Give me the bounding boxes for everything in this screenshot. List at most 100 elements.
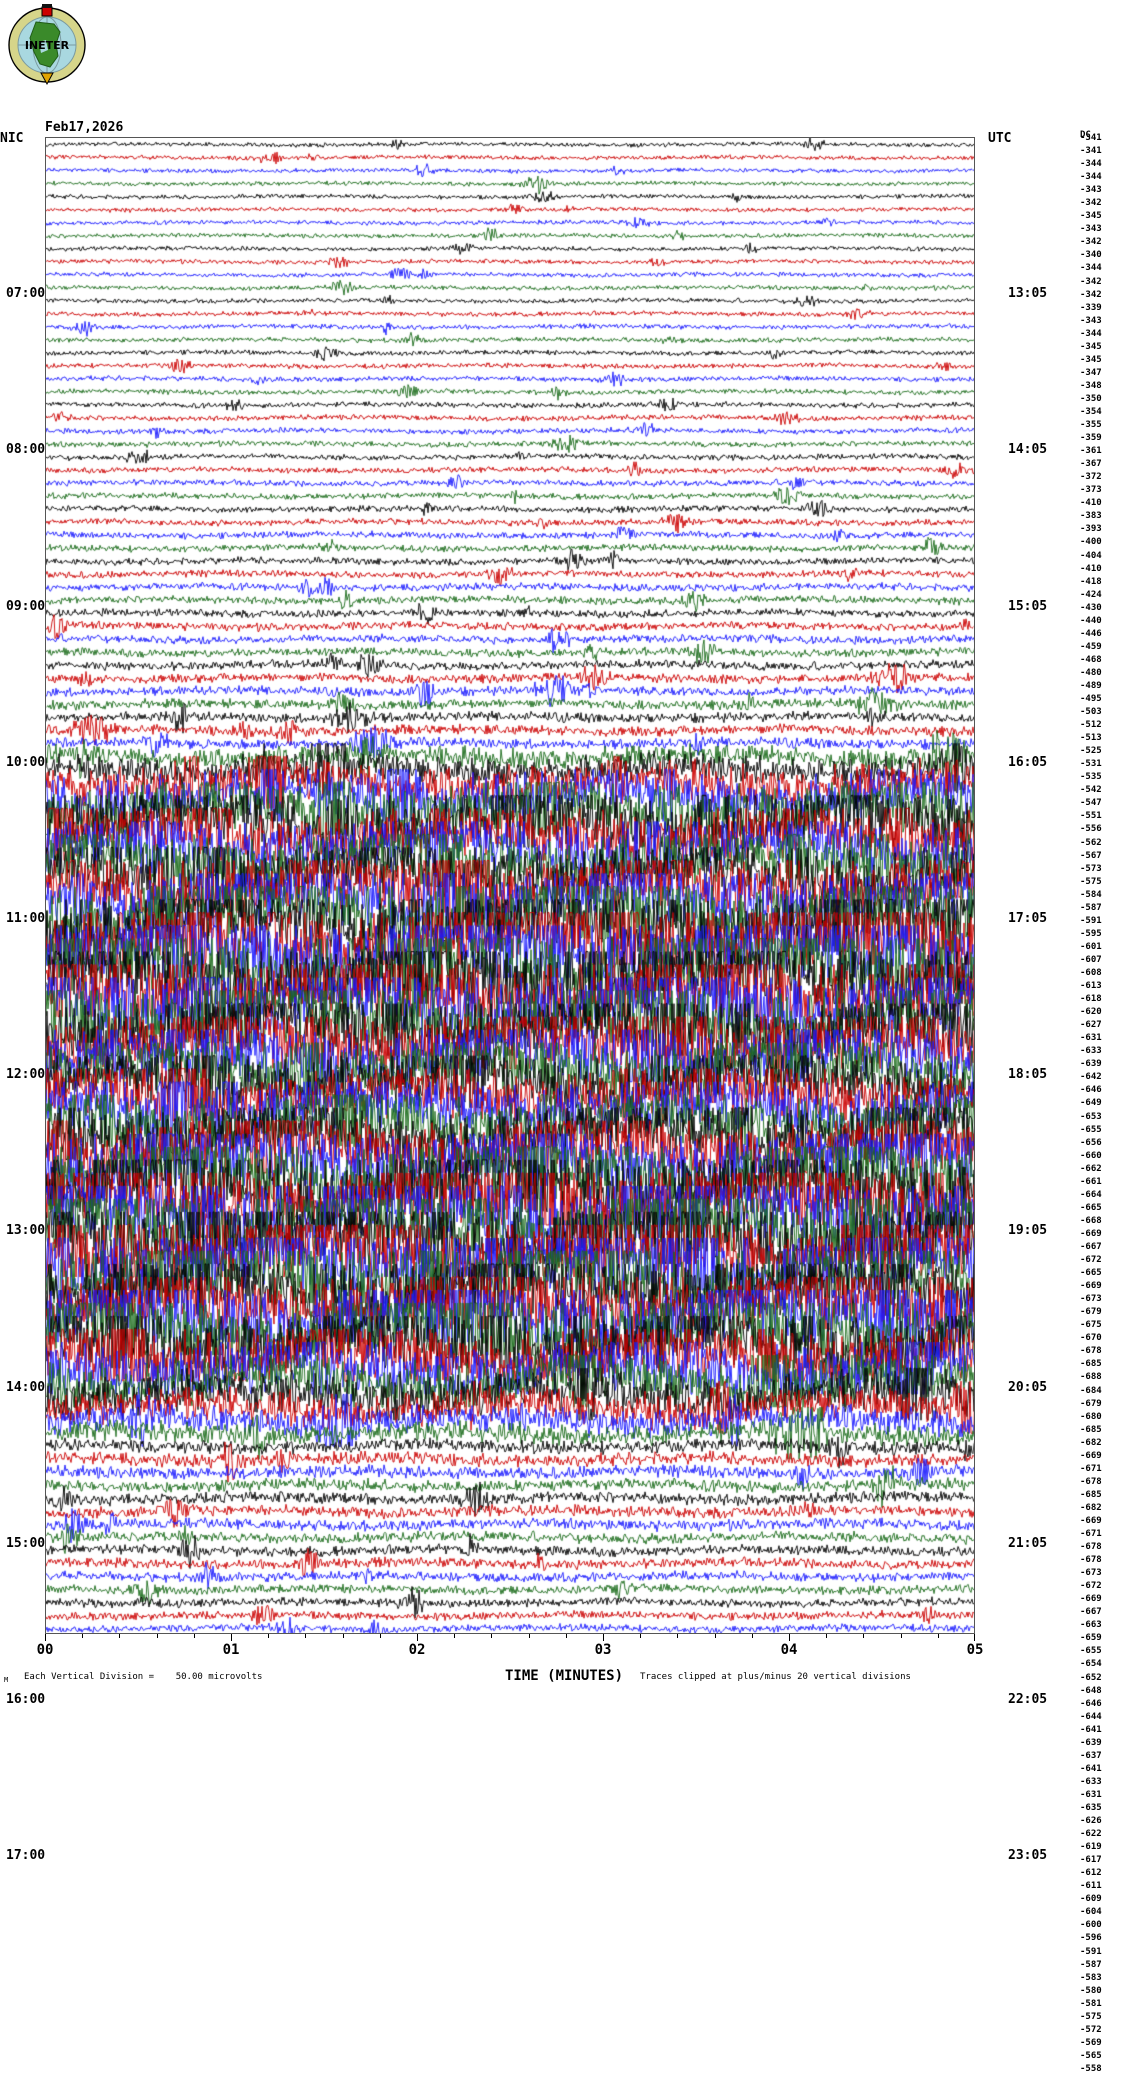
dc-offset-value: -535 (1080, 772, 1102, 783)
dc-offset-value: -631 (1080, 1789, 1102, 1800)
dc-offset-value: -531 (1080, 759, 1102, 770)
dc-offset-value: -513 (1080, 733, 1102, 744)
dc-offset-value: -667 (1080, 1241, 1102, 1252)
minute-tick-label: 04 (780, 1642, 798, 1658)
dc-offset-value: -663 (1080, 1620, 1102, 1631)
dc-offset-value: -653 (1080, 1111, 1102, 1122)
dc-offset-value: -343 (1080, 224, 1102, 235)
dc-offset-value: -627 (1080, 1020, 1102, 1031)
minute-minor-tick (640, 1634, 642, 1638)
dc-offset-value: -670 (1080, 1333, 1102, 1344)
dc-offset-value: -503 (1080, 707, 1102, 718)
dc-offset-value: -665 (1080, 1202, 1102, 1213)
dc-offset-value: -641 (1080, 1763, 1102, 1774)
dc-offset-value: -680 (1080, 1411, 1102, 1422)
dc-offset-value: -596 (1080, 1933, 1102, 1944)
seismogram-traces (46, 138, 974, 1633)
minute-minor-tick (863, 1634, 865, 1638)
dc-offset-value: -669 (1080, 1281, 1102, 1292)
dc-offset-value: -342 (1080, 276, 1102, 287)
dc-offset-value: -547 (1080, 798, 1102, 809)
dc-offset-value: -424 (1080, 589, 1102, 600)
minute-minor-tick (677, 1634, 679, 1638)
minute-minor-tick (900, 1634, 902, 1638)
dc-offset-value: -354 (1080, 406, 1102, 417)
dc-offset-value: -644 (1080, 1711, 1102, 1722)
dc-offset-value: -565 (1080, 2050, 1102, 2061)
dc-offset-value: -685 (1080, 1424, 1102, 1435)
dc-offset-value: -410 (1080, 498, 1102, 509)
dc-offset-value: -575 (1080, 876, 1102, 887)
dc-offset-value: -573 (1080, 863, 1102, 874)
dc-offset-value: -688 (1080, 1372, 1102, 1383)
dc-offset-value: -367 (1080, 459, 1102, 470)
minute-minor-tick (119, 1634, 121, 1638)
dc-offset-value: -512 (1080, 720, 1102, 731)
dc-offset-value: -342 (1080, 289, 1102, 300)
dc-offset-value: -341 (1080, 146, 1102, 157)
dc-offset-value: -601 (1080, 941, 1102, 952)
hour-label-nic: 08:00 (6, 442, 46, 458)
dc-offset-value: -591 (1080, 915, 1102, 926)
dc-offset-value: -669 (1080, 1450, 1102, 1461)
minute-tick (974, 1634, 975, 1641)
footer-micro-mark: M (4, 1676, 9, 1684)
hour-label-nic: 14:00 (6, 1379, 46, 1395)
dc-offset-value: -342 (1080, 237, 1102, 248)
dc-offset-value: -562 (1080, 837, 1102, 848)
dc-offset-value: -480 (1080, 667, 1102, 678)
dc-offset-value: -345 (1080, 354, 1102, 365)
dc-offset-value: -350 (1080, 393, 1102, 404)
minute-tick-label: 02 (408, 1642, 426, 1658)
dc-offset-value: -639 (1080, 1059, 1102, 1070)
dc-offset-value: -668 (1080, 1215, 1102, 1226)
dc-offset-value: -440 (1080, 615, 1102, 626)
dc-offset-value: -361 (1080, 446, 1102, 457)
dc-offset-value: -622 (1080, 1829, 1102, 1840)
minute-minor-tick (193, 1634, 195, 1638)
dc-offset-value: -418 (1080, 576, 1102, 587)
dc-offset-value: -642 (1080, 1072, 1102, 1083)
dc-offset-value: -671 (1080, 1463, 1102, 1474)
dc-offset-value: -685 (1080, 1489, 1102, 1500)
dc-offset-value: -608 (1080, 968, 1102, 978)
footer-clip-note: Traces clipped at plus/minus 20 vertical… (640, 1672, 911, 1682)
dc-offset-value: -646 (1080, 1698, 1102, 1709)
hour-label-nic: 09:00 (6, 598, 46, 614)
dc-offset-value: -359 (1080, 433, 1102, 444)
minute-tick-label: 03 (594, 1642, 612, 1658)
dc-offset-value: -468 (1080, 654, 1102, 665)
left-axis-caption: NIC (0, 131, 24, 146)
dc-offset-value: -617 (1080, 1855, 1102, 1866)
dc-offset-value: -569 (1080, 2037, 1102, 2048)
dc-offset-value: -641 (1080, 1724, 1102, 1735)
dc-offset-value: -343 (1080, 185, 1102, 196)
dc-offset-value: -587 (1080, 902, 1102, 913)
dc-offset-value: -620 (1080, 1007, 1102, 1018)
hour-label-nic: 11:00 (6, 911, 46, 927)
minute-axis: 00 01 02 03 04 05 (37, 1634, 983, 1658)
dc-offset-value: -662 (1080, 1163, 1102, 1174)
dc-offset-value: -583 (1080, 1972, 1102, 1983)
seismogram-plot (45, 137, 975, 1634)
dc-offset-value: -684 (1080, 1385, 1102, 1396)
dc-offset-value: -655 (1080, 1646, 1102, 1657)
dc-offset-value: -667 (1080, 1607, 1102, 1618)
hour-label-nic: 15:00 (6, 1535, 46, 1551)
minute-minor-tick (156, 1634, 158, 1638)
dc-offset-value: -580 (1080, 1985, 1102, 1996)
dc-offset-value: -342 (1080, 198, 1102, 209)
dc-offset-value: -343 (1080, 315, 1102, 326)
dc-offset-value: -679 (1080, 1307, 1102, 1318)
minute-tick-label: 05 (966, 1642, 984, 1658)
dc-offset-value: -637 (1080, 1750, 1102, 1761)
dc-offset-value: -682 (1080, 1502, 1102, 1513)
dc-offset-value: -673 (1080, 1568, 1102, 1579)
dc-offset-value: -669 (1080, 1228, 1102, 1239)
minute-minor-tick (342, 1634, 344, 1638)
minute-minor-tick (937, 1634, 939, 1638)
dc-offset-value: -678 (1080, 1555, 1102, 1566)
dc-offset-value: -631 (1080, 1033, 1102, 1044)
minute-tick-label: 01 (222, 1642, 240, 1658)
dc-offset-value: -591 (1080, 1946, 1102, 1957)
